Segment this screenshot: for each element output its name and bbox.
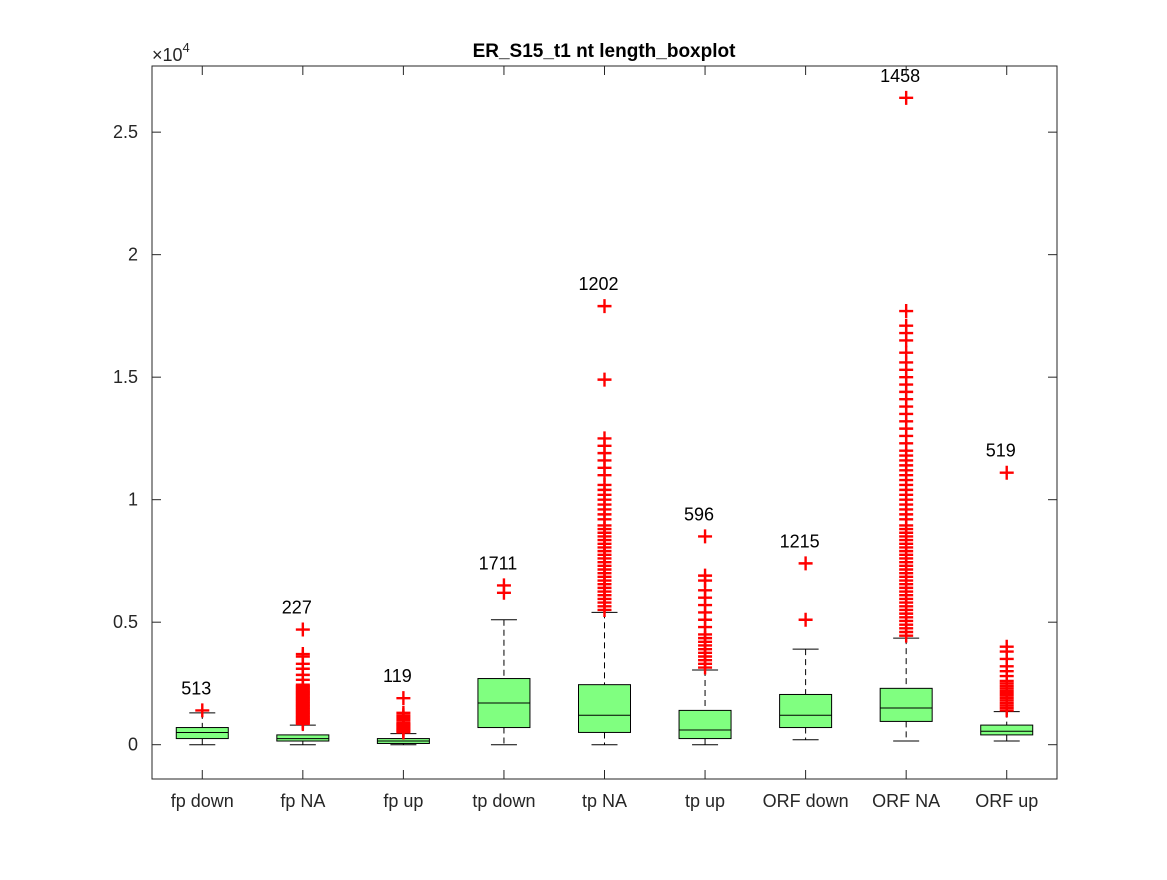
box-group: 1458: [879, 66, 933, 742]
box: [578, 684, 631, 733]
y-tick-label: 0.5: [113, 612, 138, 632]
outlier-marker: [295, 622, 310, 637]
outlier-marker: [396, 705, 411, 720]
x-tick-label: ORF down: [763, 791, 849, 811]
count-label: 1202: [578, 274, 618, 294]
x-tick-label: tp NA: [582, 791, 627, 811]
count-label: 1215: [780, 531, 820, 551]
x-tick-label: ORF NA: [872, 791, 940, 811]
box-group: 1711: [477, 553, 531, 746]
box-group: 227: [276, 598, 330, 746]
outlier-marker: [899, 304, 914, 319]
box: [678, 709, 732, 740]
x-tick-label: fp up: [383, 791, 423, 811]
x-tick-label: ORF up: [975, 791, 1038, 811]
count-label: 513: [181, 678, 211, 698]
x-tick-label: fp NA: [280, 791, 325, 811]
y-exponent-label: ×104: [152, 40, 190, 65]
outlier-marker: [698, 529, 713, 544]
y-tick-label: 1.5: [113, 367, 138, 387]
box-group: 1215: [779, 531, 833, 741]
y-tick-label: 2: [128, 245, 138, 265]
box: [779, 693, 833, 729]
x-tick-label: tp up: [685, 791, 725, 811]
outlier-marker: [798, 612, 813, 627]
box-group: 513: [175, 678, 229, 746]
box: [879, 687, 933, 722]
count-label: 227: [282, 598, 312, 618]
box: [276, 734, 330, 742]
count-label: 1711: [479, 553, 518, 573]
box-group: 596: [678, 504, 732, 746]
outlier-marker: [597, 299, 612, 314]
y-exponent-power: 4: [183, 40, 190, 55]
chart-title: ER_S15_t1 nt length_boxplot: [473, 41, 737, 62]
box: [175, 727, 229, 740]
box-group: 519: [980, 441, 1034, 742]
plot-area: [152, 66, 1057, 779]
outlier-marker: [295, 647, 310, 662]
outlier-marker: [496, 578, 511, 593]
box-group: 119: [376, 666, 430, 746]
outlier-marker: [597, 372, 612, 387]
outlier-marker: [899, 90, 914, 105]
outlier-marker: [899, 345, 914, 360]
count-label: 519: [986, 441, 1016, 461]
count-label: 1458: [880, 66, 920, 86]
count-label: 119: [383, 666, 412, 686]
y-tick-label: 1: [128, 490, 138, 510]
y-tick-label: 0: [128, 735, 138, 755]
x-tick-label: fp down: [171, 791, 234, 811]
y-exponent-base: ×10: [152, 45, 183, 65]
box-group: 1202: [578, 274, 631, 746]
x-tick-label: tp down: [472, 791, 535, 811]
outlier-marker: [999, 639, 1014, 654]
y-tick-label: 2.5: [113, 122, 138, 142]
outlier-marker: [597, 431, 612, 446]
outlier-marker: [195, 703, 210, 718]
outlier-marker: [698, 568, 713, 583]
outlier-marker: [396, 691, 411, 706]
outlier-marker: [798, 556, 813, 571]
outlier-marker: [899, 318, 914, 333]
box: [980, 724, 1034, 736]
count-label: 596: [684, 504, 714, 524]
outlier-marker: [999, 465, 1014, 480]
